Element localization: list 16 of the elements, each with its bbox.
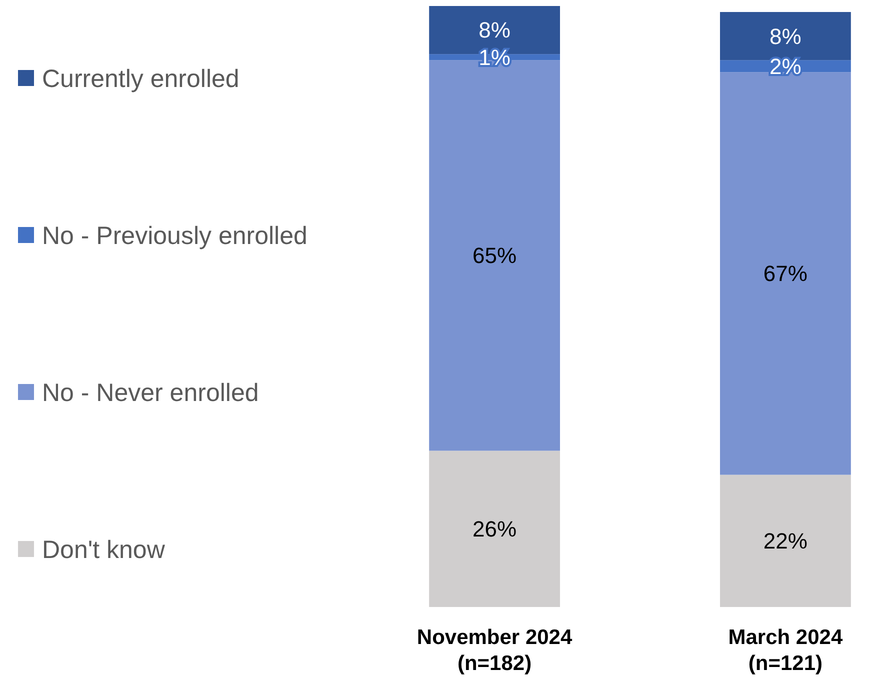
legend-label: Don't know bbox=[42, 536, 166, 564]
data-label: 67% bbox=[763, 261, 808, 286]
data-label: 22% bbox=[763, 528, 808, 554]
legend-label: No - Never enrolled bbox=[42, 378, 259, 407]
data-label: 1% bbox=[478, 44, 510, 70]
data-label: 65% bbox=[472, 243, 517, 268]
data-label: 26% bbox=[472, 516, 517, 542]
x-tick-label: November 2024 (n=182) bbox=[416, 626, 572, 676]
x-tick-label: March 2024 (n=121) bbox=[728, 626, 843, 676]
bar bbox=[720, 474, 851, 607]
legend-label: No - Previously enrolled bbox=[42, 222, 308, 250]
bar bbox=[429, 450, 560, 607]
data-label: 8% bbox=[478, 18, 510, 43]
data-label: 2% bbox=[770, 54, 802, 79]
legend-label: Currently enrolled bbox=[42, 64, 240, 93]
data-label: 8% bbox=[770, 24, 802, 49]
